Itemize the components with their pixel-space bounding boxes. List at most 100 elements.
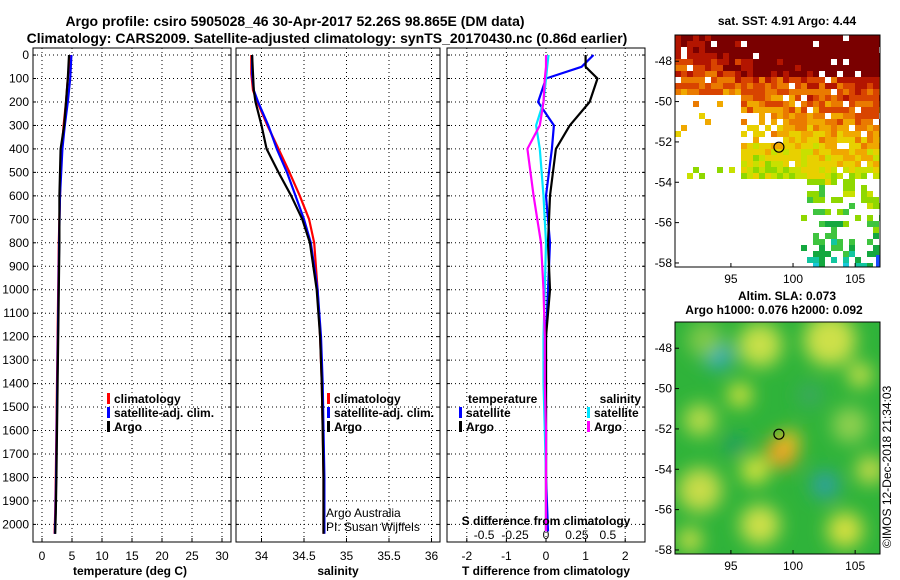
sst-cell xyxy=(813,149,819,155)
sst-cell xyxy=(807,65,813,71)
sst-cell xyxy=(861,77,867,83)
sst-cell xyxy=(717,65,723,71)
sst-cell xyxy=(837,35,843,41)
sst-cell xyxy=(861,71,867,77)
sst-cell xyxy=(729,83,735,89)
sst-cell xyxy=(747,149,753,155)
sla-blob xyxy=(678,528,702,552)
sst-cell xyxy=(711,59,717,65)
sst-cell xyxy=(873,53,879,59)
figure-title-line2: Climatology: CARS2009. Satellite-adjuste… xyxy=(27,30,628,46)
sst-cell xyxy=(705,83,711,89)
depth-tick-label: 100 xyxy=(9,72,29,86)
sst-cell xyxy=(735,35,741,41)
depth-tick-label: 1900 xyxy=(2,494,29,508)
sst-cell xyxy=(693,77,699,83)
sst-cell xyxy=(711,83,717,89)
sst-cell xyxy=(873,131,879,137)
sst-cell xyxy=(771,119,777,125)
sst-cell xyxy=(813,233,819,239)
sla-blob xyxy=(804,322,856,366)
sst-cell xyxy=(843,257,849,263)
sst-cell xyxy=(675,59,681,65)
sst-cell xyxy=(837,155,843,161)
sst-cell xyxy=(783,65,789,71)
sst-cell xyxy=(855,167,861,173)
sst-cell xyxy=(681,65,687,71)
sst-cell xyxy=(693,47,699,53)
sst-cell xyxy=(765,65,771,71)
sst-cell xyxy=(843,251,849,257)
sst-cell xyxy=(849,107,855,113)
sst-cell xyxy=(813,173,819,179)
sst-cell xyxy=(783,119,789,125)
credit-line1: Argo Australia xyxy=(326,506,401,520)
sst-cell xyxy=(747,71,753,77)
sst-cell xyxy=(771,101,777,107)
sst-cell xyxy=(795,41,801,47)
map-lat-label: -58 xyxy=(655,543,673,557)
sst-cell xyxy=(819,131,825,137)
sst-cell xyxy=(813,59,819,65)
sst-cell xyxy=(783,143,789,149)
sst-cell xyxy=(825,89,831,95)
sst-cell xyxy=(861,263,867,267)
sst-cell xyxy=(765,71,771,77)
sst-cell xyxy=(861,41,867,47)
sst-cell xyxy=(705,65,711,71)
x-tick-label: 20 xyxy=(155,549,169,563)
sst-cell xyxy=(825,41,831,47)
temperature-axis-label: temperature (deg C) xyxy=(73,564,187,578)
sst-cell xyxy=(813,125,819,131)
sst-cell xyxy=(789,71,795,77)
sst-cell xyxy=(873,83,879,89)
sst-cell xyxy=(747,59,753,65)
sst-cell xyxy=(693,41,699,47)
sst-cell xyxy=(873,41,879,47)
sst-cell xyxy=(819,191,825,197)
sst-cell xyxy=(867,89,873,95)
sst-cell xyxy=(867,107,873,113)
sst-cell xyxy=(693,71,699,77)
sst-cell xyxy=(795,65,801,71)
sst-cell xyxy=(795,149,801,155)
sst-cell xyxy=(867,131,873,137)
sst-cell xyxy=(837,77,843,83)
sst-cell xyxy=(813,239,819,245)
sst-cell xyxy=(837,209,843,215)
sst-cell xyxy=(747,89,753,95)
sst-cell xyxy=(789,101,795,107)
temperature-plot: 0 5 10 15 20 25 300100200300400500600700800900… xyxy=(2,48,231,563)
sst-cell xyxy=(735,53,741,59)
sst-cell xyxy=(819,107,825,113)
sst-cell xyxy=(753,59,759,65)
sst-cell xyxy=(873,143,879,149)
sst-cell xyxy=(873,95,879,101)
sst-cell xyxy=(843,155,849,161)
sst-cell xyxy=(777,53,783,59)
sst-cell xyxy=(801,47,807,53)
sst-cell xyxy=(843,209,849,215)
sst-cell xyxy=(729,47,735,53)
sst-cell xyxy=(699,89,705,95)
sst-cell xyxy=(825,101,831,107)
x-tick-label: 35 xyxy=(340,549,354,563)
x-tick-label: 2 xyxy=(622,549,629,563)
sst-cell xyxy=(687,41,693,47)
legend-argo: Argo xyxy=(334,420,362,434)
sst-cell xyxy=(705,119,711,125)
sst-cell xyxy=(861,125,867,131)
sst-cell xyxy=(687,77,693,83)
sst-cell xyxy=(771,59,777,65)
sst-cell xyxy=(843,53,849,59)
map-lat-label: -56 xyxy=(655,216,673,230)
depth-tick-label: 1000 xyxy=(2,283,29,297)
sla-map-title: Altim. SLA: 0.073 xyxy=(738,289,836,303)
legend-swatch-argo-t xyxy=(459,421,462,432)
sla-map-subtitle: Argo h1000: 0.076 h2000: 0.092 xyxy=(685,303,863,317)
sst-cell xyxy=(843,95,849,101)
sst-cell xyxy=(765,125,771,131)
sst-cell xyxy=(771,161,777,167)
sst-cell xyxy=(831,131,837,137)
